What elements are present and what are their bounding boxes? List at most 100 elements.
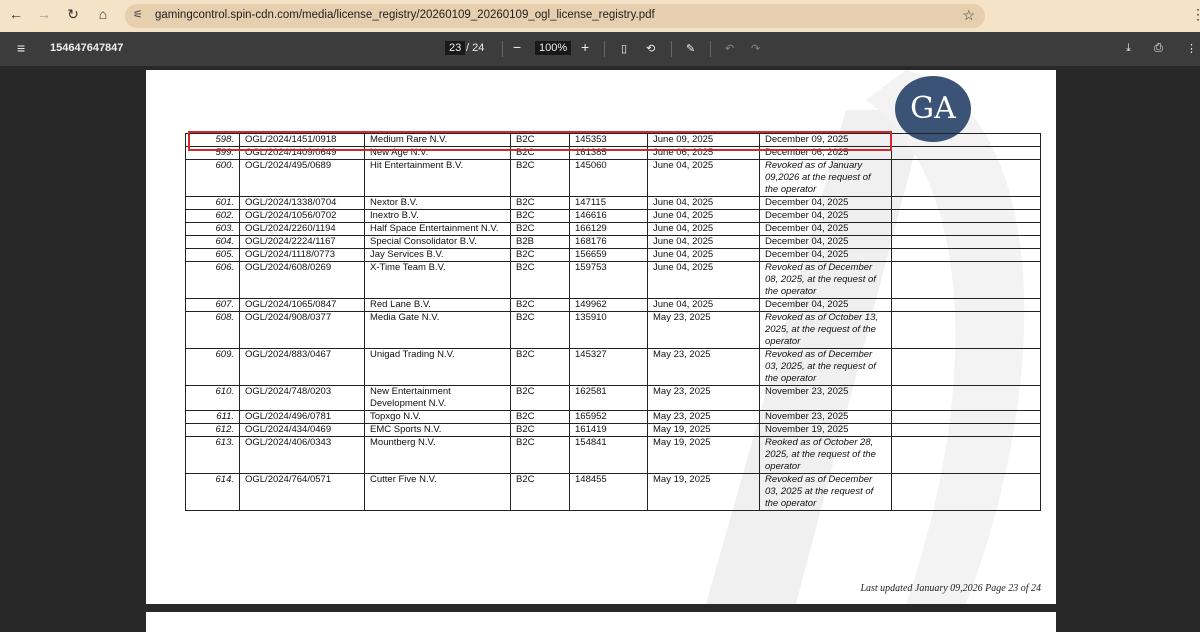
license-type: B2C <box>510 410 570 424</box>
extra <box>891 146 1041 160</box>
extra <box>891 209 1041 223</box>
table-row: 601. OGL/2024/1338/0704 Nextor B.V. B2C 1471… <box>185 196 1041 210</box>
annotate-icon[interactable]: ✎ <box>686 43 696 55</box>
expiry-date: December 04, 2025 <box>759 298 892 312</box>
undo-icon[interactable]: ↶ <box>725 43 735 55</box>
company-name: Half Space Entertainment N.V. <box>364 222 511 236</box>
hamburger-menu-icon[interactable]: ≡ <box>17 40 26 56</box>
row-number: 603. <box>185 222 240 236</box>
registration-number: 135910 <box>569 311 648 349</box>
expiry-date: November 19, 2025 <box>759 423 892 437</box>
pdf-page: GA 598. OGL/2024/1451/0918 Medium Rare N.V… <box>146 70 1056 604</box>
company-name: Red Lane B.V. <box>364 298 511 312</box>
row-number: 612. <box>185 423 240 437</box>
zoom-in-icon[interactable]: + <box>581 39 590 55</box>
table-row: 600. OGL/2024/495/0689 Hit Entertainment B… <box>185 159 1041 197</box>
company-name: Jay Services B.V. <box>364 248 511 262</box>
more-options-icon[interactable]: ⋮ <box>1186 43 1197 55</box>
issue-date: June 04, 2025 <box>647 196 760 210</box>
extra <box>891 133 1041 147</box>
table-row: 602. OGL/2024/1056/0702 Inextro B.V. B2C 146… <box>185 209 1041 223</box>
redo-icon[interactable]: ↷ <box>751 43 761 55</box>
company-name: Cutter Five N.V. <box>364 473 511 511</box>
extra <box>891 473 1041 511</box>
table-row: 605. OGL/2024/1118/0773 Jay Services B.V. B… <box>185 248 1041 262</box>
menu-kebab-icon[interactable]: ⋮ <box>1191 6 1200 22</box>
expiry-date: November 23, 2025 <box>759 385 892 411</box>
extra <box>891 298 1041 312</box>
license-type: B2C <box>510 311 570 349</box>
license-number: OGL/2024/496/0781 <box>239 410 365 424</box>
extra <box>891 222 1041 236</box>
forward-icon[interactable]: → <box>37 6 51 22</box>
registration-number: 154841 <box>569 436 648 474</box>
expiry-date: Revoked as of October 13, 2025, at the r… <box>759 311 892 349</box>
license-type: B2C <box>510 348 570 386</box>
license-number: OGL/2024/883/0467 <box>239 348 365 386</box>
issue-date: May 23, 2025 <box>647 348 760 386</box>
ga-logo: GA <box>895 76 971 142</box>
site-info-icon[interactable]: ⚟ <box>133 9 143 21</box>
expiry-date: Reoked as of October 28, 2025, at the re… <box>759 436 892 474</box>
issue-date: June 04, 2025 <box>647 222 760 236</box>
license-number: OGL/2024/2224/1167 <box>239 235 365 249</box>
company-name: Unigad Trading N.V. <box>364 348 511 386</box>
license-number: OGL/2024/1338/0704 <box>239 196 365 210</box>
bookmark-star-icon[interactable]: ☆ <box>962 7 975 23</box>
zoom-out-icon[interactable]: − <box>513 39 522 55</box>
registration-number: 161419 <box>569 423 648 437</box>
extra <box>891 436 1041 474</box>
extra <box>891 248 1041 262</box>
license-type: B2C <box>510 209 570 223</box>
back-icon[interactable]: ← <box>9 6 23 22</box>
registration-number: 147115 <box>569 196 648 210</box>
issue-date: June 04, 2025 <box>647 235 760 249</box>
table-row: 612. OGL/2024/434/0469 EMC Sports N.V. B2C 1… <box>185 423 1041 437</box>
registration-number: 162581 <box>569 385 648 411</box>
table-row: 604. OGL/2024/2224/1167 Special Consolidat… <box>185 235 1041 249</box>
highlight-box <box>188 131 892 151</box>
company-name: Inextro B.V. <box>364 209 511 223</box>
expiry-date: November 23, 2025 <box>759 410 892 424</box>
page-number-input[interactable]: 23 <box>445 41 466 55</box>
extra <box>891 348 1041 386</box>
fit-page-icon[interactable]: ▯ <box>621 43 628 55</box>
company-name: Media Gate N.V. <box>364 311 511 349</box>
company-name: Topxgo N.V. <box>364 410 511 424</box>
license-type: B2B <box>510 235 570 249</box>
license-type: B2C <box>510 159 570 197</box>
zoom-level-input[interactable]: 100% <box>535 41 572 55</box>
license-type: B2C <box>510 298 570 312</box>
row-number: 604. <box>185 235 240 249</box>
license-number: OGL/2024/495/0689 <box>239 159 365 197</box>
extra <box>891 410 1041 424</box>
table-row: 608. OGL/2024/908/0377 Media Gate N.V. B2C 1… <box>185 311 1041 349</box>
company-name: Special Consolidator B.V. <box>364 235 511 249</box>
issue-date: June 04, 2025 <box>647 248 760 262</box>
rotate-icon[interactable]: ⟲ <box>646 43 656 55</box>
company-name: X-Time Team B.V. <box>364 261 511 299</box>
row-number: 606. <box>185 261 240 299</box>
address-bar[interactable]: ⚟ gamingcontrol.spin-cdn.com/media/licen… <box>125 4 985 28</box>
license-number: OGL/2024/748/0203 <box>239 385 365 411</box>
expiry-date: December 04, 2025 <box>759 196 892 210</box>
extra <box>891 235 1041 249</box>
table-row: 598. OGL/2024/1451/0918 Medium Rare N.V. B2… <box>185 133 1041 147</box>
download-icon[interactable]: ⤓ <box>1126 42 1131 54</box>
row-number: 602. <box>185 209 240 223</box>
table-row: 609. OGL/2024/883/0467 Unigad Trading N.V.… <box>185 348 1041 386</box>
registration-number: 166129 <box>569 222 648 236</box>
extra <box>891 423 1041 437</box>
table-row: 613. OGL/2024/406/0343 Mountberg N.V. B2C 15… <box>185 436 1041 474</box>
registration-number: 145327 <box>569 348 648 386</box>
row-number: 601. <box>185 196 240 210</box>
url-text[interactable]: gamingcontrol.spin-cdn.com/media/license… <box>155 9 655 21</box>
home-icon[interactable]: ⌂ <box>98 6 108 22</box>
print-icon[interactable]: ⎙ <box>1154 42 1163 54</box>
table-row: 607. OGL/2024/1065/0847 Red Lane B.V. B2C 14… <box>185 298 1041 312</box>
extra <box>891 196 1041 210</box>
issue-date: June 04, 2025 <box>647 209 760 223</box>
reload-icon[interactable]: ↻ <box>67 6 79 22</box>
row-number: 614. <box>185 473 240 511</box>
license-number: OGL/2024/1056/0702 <box>239 209 365 223</box>
